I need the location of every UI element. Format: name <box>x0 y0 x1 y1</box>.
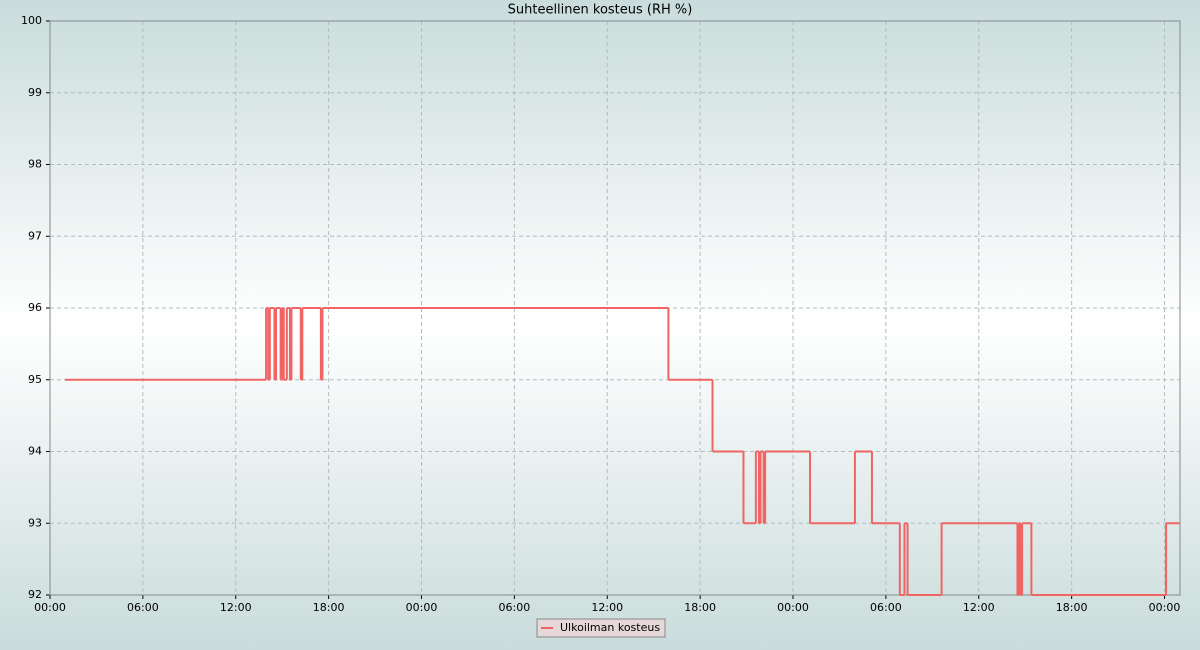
x-tick-label: 18:00 <box>684 601 716 614</box>
chart-title: Suhteellinen kosteus (RH %) <box>508 3 693 18</box>
x-tick-label: 12:00 <box>591 601 623 614</box>
y-tick-label: 94 <box>28 445 42 458</box>
legend-box <box>536 618 666 638</box>
x-tick-label: 12:00 <box>963 601 995 614</box>
y-tick-label: 97 <box>28 229 42 242</box>
y-tick-label: 92 <box>28 588 42 601</box>
y-tick-label: 93 <box>28 516 42 529</box>
x-tick-label: 00:00 <box>406 601 438 614</box>
legend-label: Ulkoilman kosteus <box>560 621 660 634</box>
y-tick-label: 100 <box>21 14 42 27</box>
plot-frame <box>49 20 1181 596</box>
y-tick-label: 99 <box>28 86 42 99</box>
y-tick-label: 98 <box>28 158 42 171</box>
y-tick-label: 96 <box>28 301 42 314</box>
x-tick-label: 06:00 <box>870 601 902 614</box>
x-tick-label: 18:00 <box>313 601 345 614</box>
x-tick-label: 06:00 <box>127 601 159 614</box>
x-tick-label: 00:00 <box>34 601 66 614</box>
x-tick-label: 12:00 <box>220 601 252 614</box>
x-tick-label: 00:00 <box>1149 601 1181 614</box>
x-tick-label: 06:00 <box>499 601 531 614</box>
x-tick-label: 18:00 <box>1056 601 1088 614</box>
y-tick-label: 95 <box>28 373 42 386</box>
x-tick-label: 00:00 <box>777 601 809 614</box>
